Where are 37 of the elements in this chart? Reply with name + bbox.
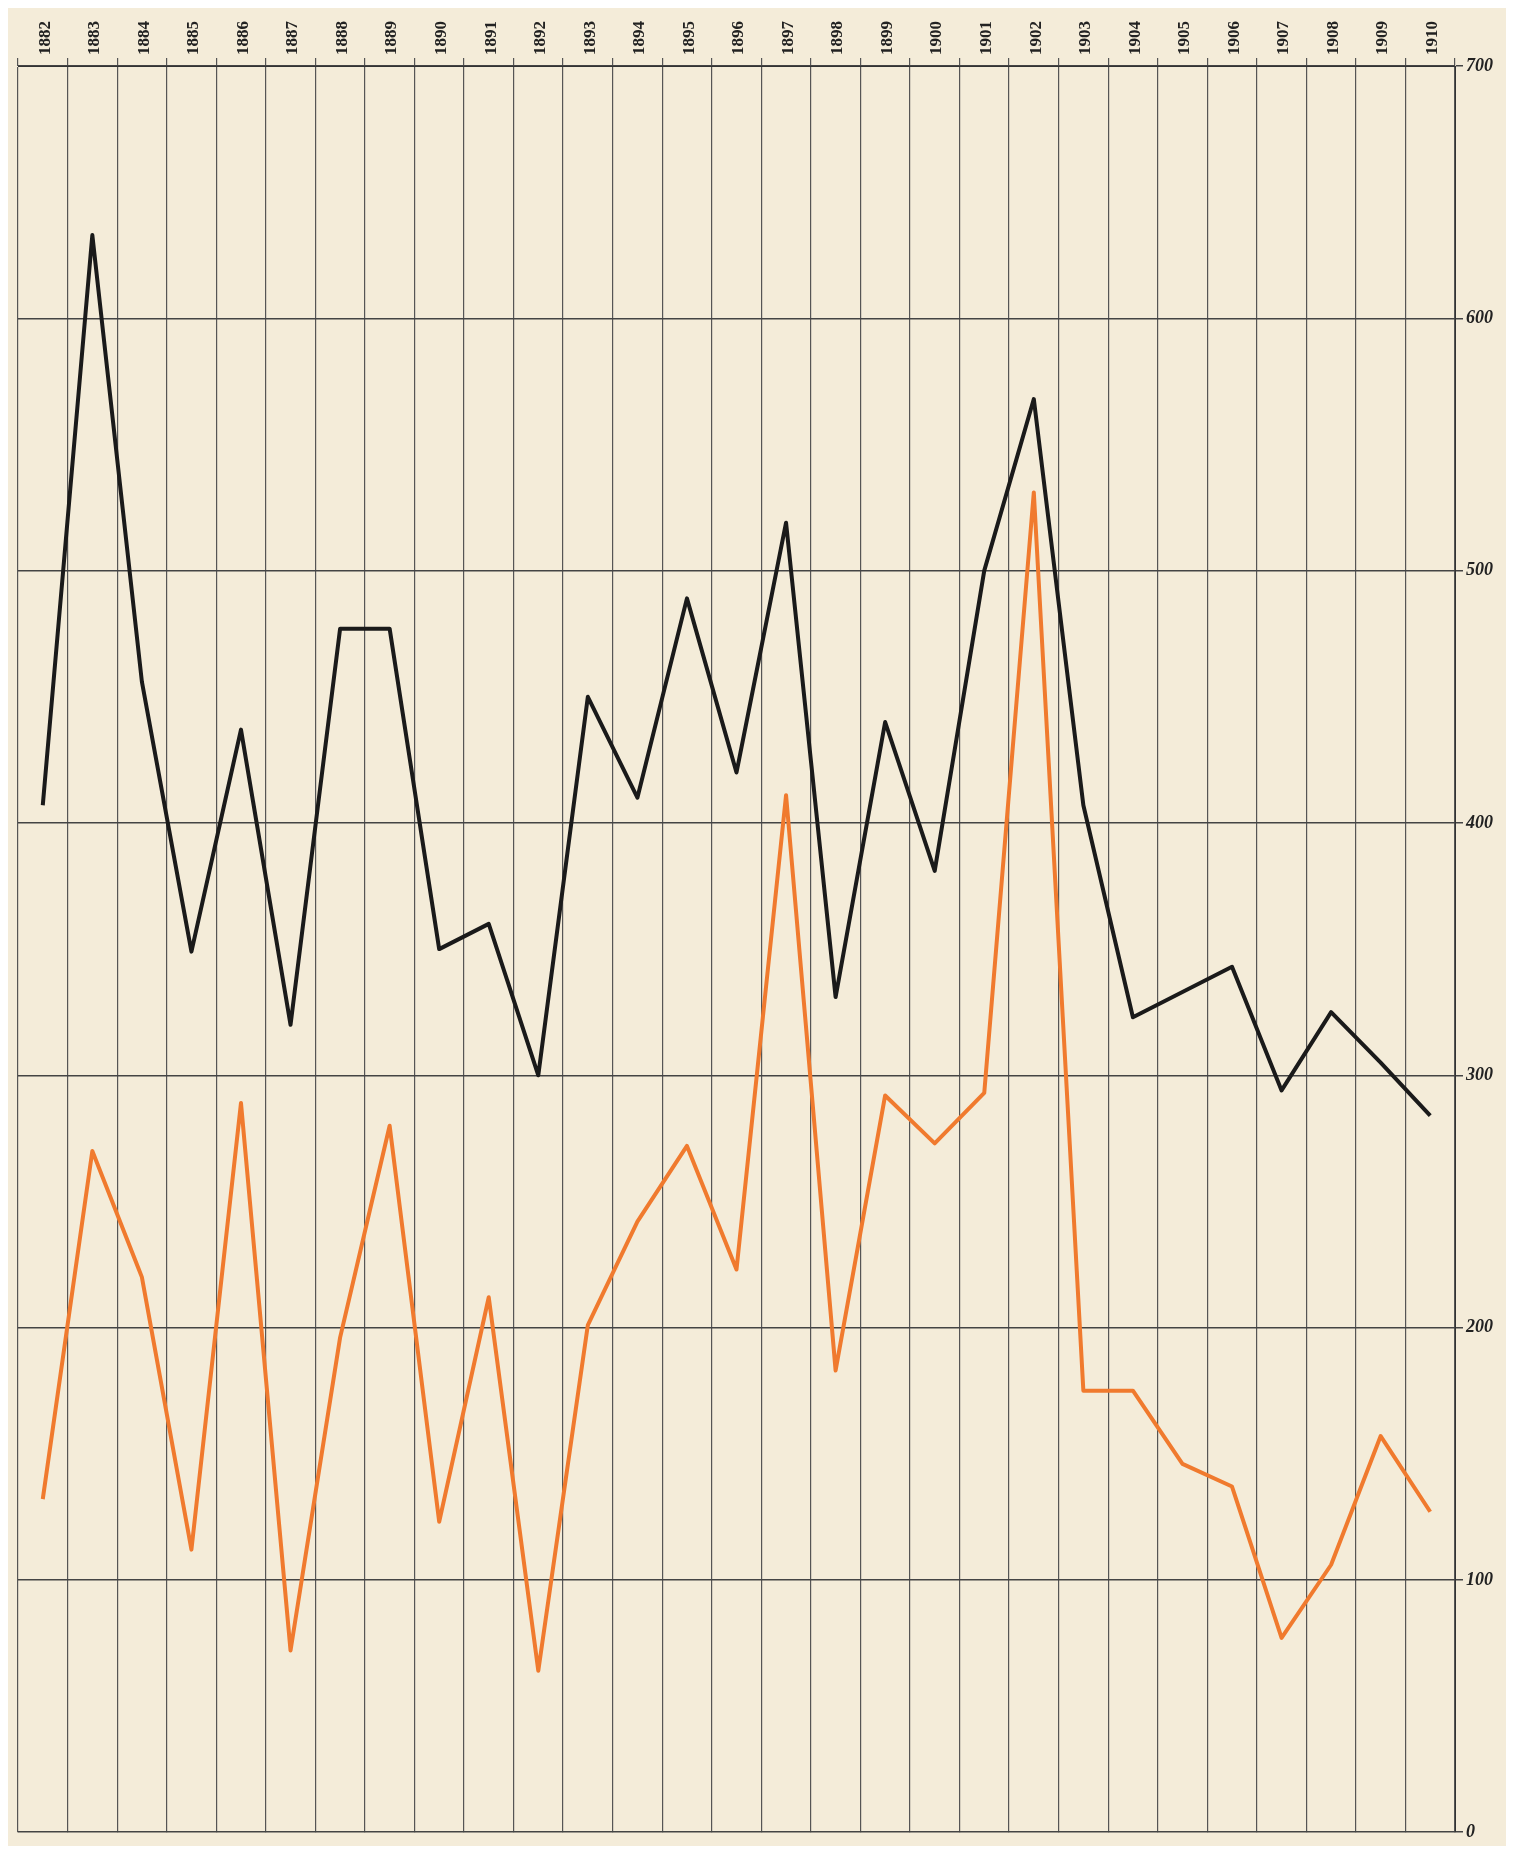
x-tick-label: 1901 — [976, 21, 996, 55]
x-tick-label: 1895 — [678, 21, 698, 55]
x-tick-label: 1905 — [1174, 21, 1194, 55]
x-tick-label: 1883 — [84, 21, 104, 55]
x-tick-label: 1902 — [1025, 21, 1045, 55]
y-tick-label: 0 — [1466, 1820, 1475, 1841]
x-tick-label: 1909 — [1372, 21, 1392, 55]
y-tick-label: 500 — [1466, 559, 1493, 580]
x-tick-label: 1891 — [480, 21, 500, 55]
x-tick-label: 1889 — [381, 21, 401, 55]
x-tick-label: 1887 — [282, 20, 302, 55]
x-tick-label: 1900 — [926, 21, 946, 55]
x-tick-label: 1885 — [183, 21, 203, 55]
x-tick-label: 1903 — [1075, 21, 1095, 55]
y-tick-label: 400 — [1465, 811, 1493, 832]
x-tick-label: 1892 — [530, 21, 550, 55]
y-tick-label: 200 — [1465, 1316, 1493, 1337]
x-tick-label: 1898 — [827, 21, 847, 55]
y-tick-label: 600 — [1466, 306, 1493, 327]
y-tick-label: 700 — [1466, 54, 1493, 75]
x-tick-label: 1899 — [876, 21, 896, 55]
x-tick-label: 1896 — [728, 21, 748, 55]
x-tick-label: 1894 — [629, 20, 649, 55]
y-tick-label: 100 — [1466, 1568, 1493, 1589]
x-tick-label: 1906 — [1223, 21, 1243, 55]
x-tick-label: 1910 — [1421, 21, 1441, 55]
x-tick-label: 1897 — [777, 20, 797, 55]
x-tick-label: 1886 — [232, 21, 252, 55]
x-tick-label: 1882 — [34, 21, 54, 55]
x-tick-label: 1908 — [1322, 21, 1342, 55]
x-tick-label: 1904 — [1124, 20, 1144, 55]
x-tick-label: 1907 — [1273, 20, 1293, 55]
x-tick-label: 1888 — [331, 21, 351, 55]
y-tick-label: 300 — [1465, 1063, 1493, 1084]
x-tick-label: 1884 — [133, 20, 153, 55]
x-tick-label: 1893 — [579, 21, 599, 55]
x-tick-label: 1890 — [430, 21, 450, 55]
